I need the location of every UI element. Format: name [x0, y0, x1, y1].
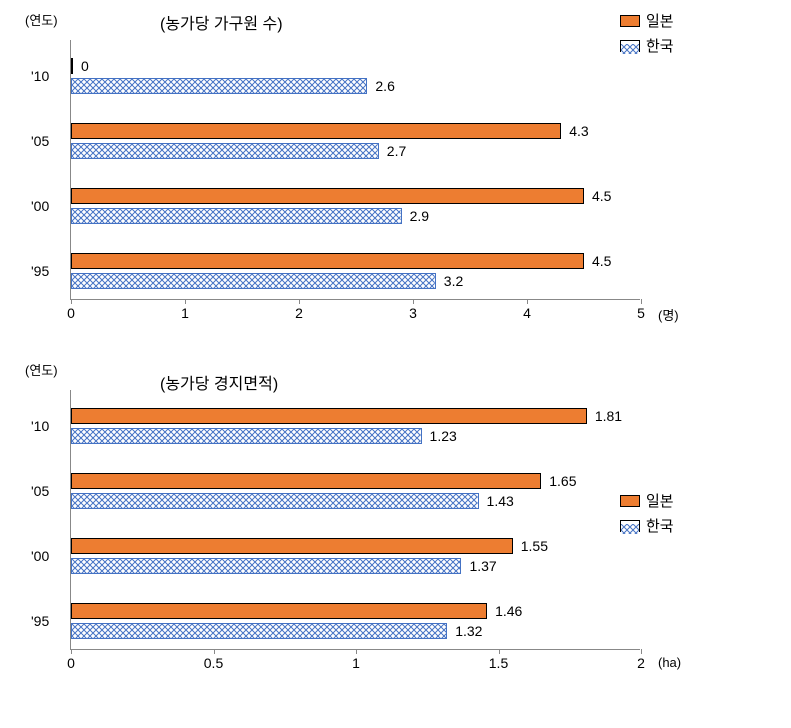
legend-swatch-japan	[620, 15, 640, 27]
bar-japan	[71, 603, 487, 619]
x-tick-label: 1	[352, 655, 360, 671]
bar-korea	[71, 273, 436, 289]
x-tick-label: 1	[181, 305, 189, 321]
legend-label-japan: 일본	[646, 490, 674, 511]
x-tick-label: 0	[67, 655, 75, 671]
bar-value-label: 1.43	[487, 493, 514, 509]
bar-japan	[71, 473, 541, 489]
bar-korea	[71, 428, 422, 444]
bar-value-label: 0	[81, 58, 89, 74]
x-tick-label: 5	[637, 305, 645, 321]
bar-korea	[71, 493, 479, 509]
x-tick-mark	[356, 649, 357, 654]
y-tick-label: '95	[31, 613, 49, 629]
chart2-plot-area: 00.511.52'101.811.23'051.651.43'001.551.…	[70, 390, 640, 650]
x-tick-label: 2	[637, 655, 645, 671]
legend-label-korea: 한국	[646, 35, 674, 56]
bar-value-label: 4.5	[592, 253, 611, 269]
bar-value-label: 2.7	[387, 143, 406, 159]
y-tick-label: '00	[31, 548, 49, 564]
x-tick-mark	[71, 299, 72, 304]
chart-household-members: (연도) (농가당 가구원 수) 일본 한국 0 1 2 3 4 5 '10 0 2.6 '05 4…	[10, 10, 780, 340]
bar-japan	[71, 538, 513, 554]
bar-japan	[71, 408, 587, 424]
bar-japan	[71, 188, 584, 204]
x-tick-label: 2	[295, 305, 303, 321]
chart1-x-axis-label: (명)	[658, 305, 679, 324]
chart2-x-axis-label: (ha)	[658, 655, 681, 670]
bar-korea	[71, 208, 402, 224]
bar-japan	[71, 123, 561, 139]
y-tick-label: '95	[31, 263, 49, 279]
chart1-plot-area: 012345'1002.6'054.32.7'004.52.9'954.53.2	[70, 40, 640, 300]
bar-value-label: 2.9	[410, 208, 429, 224]
bar-value-label: 1.32	[455, 623, 482, 639]
chart-farmland-area: (연도) (농가당 경지면적) 일본 한국 00.511.52'101.811.…	[10, 360, 780, 690]
legend-label-japan: 일본	[646, 10, 674, 31]
y-tick-label: '00	[31, 198, 49, 214]
bar-value-label: 1.23	[430, 428, 457, 444]
bar-korea	[71, 78, 367, 94]
x-tick-mark	[527, 299, 528, 304]
x-tick-mark	[413, 299, 414, 304]
x-tick-label: 0.5	[204, 655, 223, 671]
y-tick-label: '05	[31, 133, 49, 149]
bar-value-label: 1.81	[595, 408, 622, 424]
x-tick-label: 4	[523, 305, 531, 321]
x-tick-mark	[214, 649, 215, 654]
x-tick-mark	[641, 299, 642, 304]
x-tick-label: 1.5	[489, 655, 508, 671]
bar-value-label: 2.6	[375, 78, 394, 94]
bar-value-label: 4.5	[592, 188, 611, 204]
bar-value-label: 1.65	[549, 473, 576, 489]
x-tick-mark	[641, 649, 642, 654]
bar-value-label: 1.46	[495, 603, 522, 619]
x-tick-mark	[499, 649, 500, 654]
chart2-y-axis-label: (연도)	[25, 360, 58, 379]
bar-japan	[71, 253, 584, 269]
legend-item-japan: 일본	[620, 10, 674, 31]
y-tick-label: '10	[31, 68, 49, 84]
bar-value-label: 1.55	[521, 538, 548, 554]
bar-korea	[71, 558, 461, 574]
x-tick-mark	[185, 299, 186, 304]
x-tick-label: 3	[409, 305, 417, 321]
bar-japan	[71, 58, 73, 74]
bar-value-label: 1.37	[469, 558, 496, 574]
x-tick-mark	[299, 299, 300, 304]
y-tick-label: '05	[31, 483, 49, 499]
legend-label-korea: 한국	[646, 515, 674, 536]
chart1-title: (농가당 가구원 수)	[160, 10, 283, 34]
x-tick-label: 0	[67, 305, 75, 321]
y-tick-label: '10	[31, 418, 49, 434]
x-tick-mark	[71, 649, 72, 654]
bar-korea	[71, 143, 379, 159]
bar-value-label: 3.2	[444, 273, 463, 289]
chart1-y-axis-label: (연도)	[25, 10, 58, 29]
bar-korea	[71, 623, 447, 639]
bar-value-label: 4.3	[569, 123, 588, 139]
